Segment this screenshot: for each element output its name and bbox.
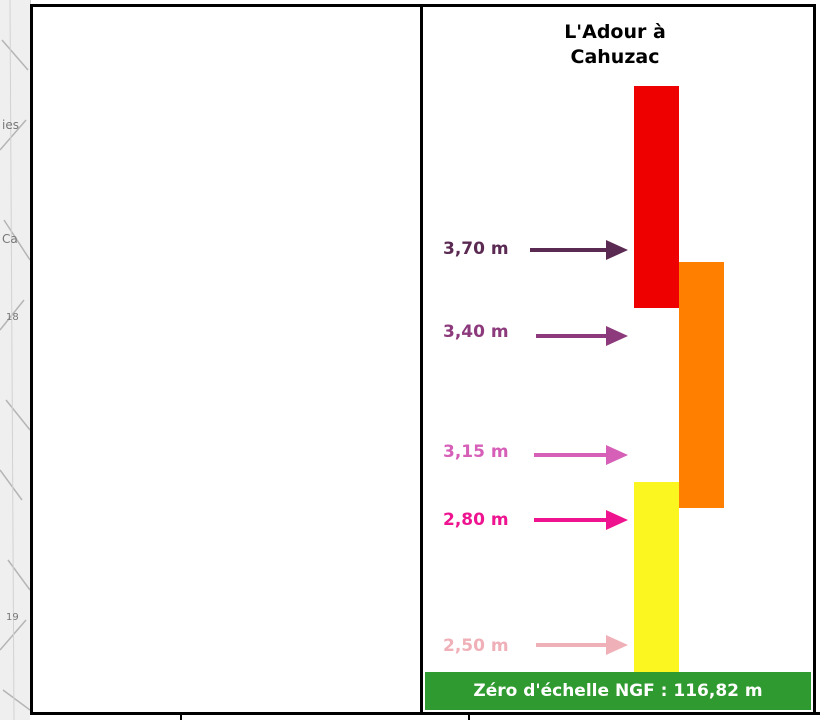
vigilance-bar-red bbox=[634, 86, 679, 308]
arrow-head bbox=[606, 445, 628, 465]
gauge-zero-banner: Zéro d'échelle NGF : 116,82 m bbox=[425, 672, 811, 710]
threshold-label-280: 2,80 m bbox=[443, 510, 509, 530]
threshold-label-315: 3,15 m bbox=[443, 442, 509, 462]
bottom-table-strip bbox=[30, 712, 820, 720]
arrow-right-icon bbox=[536, 326, 628, 346]
arrow-head bbox=[606, 510, 628, 530]
background-map: ies Ca 18 19 bbox=[0, 0, 31, 720]
station-title: L'Adour à Cahuzac bbox=[525, 20, 705, 70]
vigilance-bar-yellow bbox=[634, 482, 679, 672]
threshold-label-340: 3,40 m bbox=[443, 322, 509, 342]
arrow-head bbox=[606, 635, 628, 655]
station-title-line2: Cahuzac bbox=[570, 46, 660, 68]
station-title-line1: L'Adour à bbox=[564, 21, 666, 43]
map-label-3: 18 bbox=[6, 312, 19, 323]
arrow-right-icon bbox=[536, 635, 628, 655]
vigilance-bar-orange bbox=[679, 262, 724, 508]
map-lines bbox=[0, 0, 30, 720]
threshold-label-250: 2,50 m bbox=[443, 636, 509, 656]
arrow-head bbox=[606, 240, 628, 260]
map-label-1: ies bbox=[2, 118, 19, 132]
arrow-right-icon bbox=[534, 510, 628, 530]
arrow-right-icon bbox=[530, 240, 628, 260]
cell-divider bbox=[468, 715, 470, 720]
vertical-divider bbox=[420, 4, 423, 715]
cell-divider bbox=[180, 715, 182, 720]
threshold-label-370: 3,70 m bbox=[443, 239, 509, 259]
gauge-zero-text: Zéro d'échelle NGF : 116,82 m bbox=[473, 681, 763, 701]
arrow-head bbox=[606, 326, 628, 346]
map-label-2: Ca bbox=[2, 232, 18, 246]
arrow-right-icon bbox=[534, 445, 628, 465]
map-label-4: 19 bbox=[6, 612, 19, 623]
